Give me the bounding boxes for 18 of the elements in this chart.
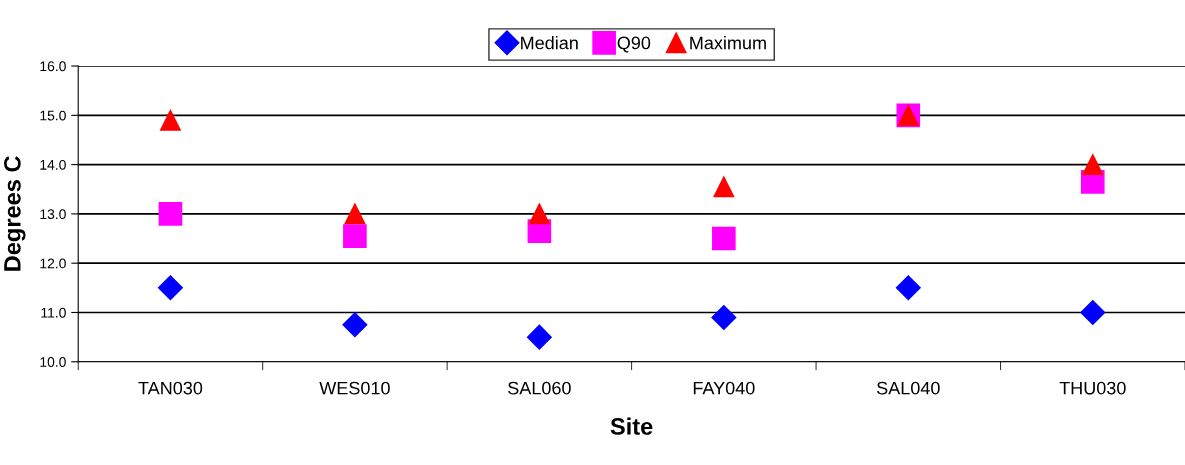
x-tick-label: TAN030 xyxy=(138,381,203,395)
x-tick-label: THU030 xyxy=(1059,381,1126,395)
legend-label: Median xyxy=(521,36,578,50)
y-tick-label: 10.0 xyxy=(40,357,66,367)
y-tick-label: 15.0 xyxy=(40,110,66,121)
y-tick-label: 12.0 xyxy=(40,258,66,269)
x-tick-label: WES010 xyxy=(319,381,390,395)
x-tick-label: SAL040 xyxy=(877,381,940,395)
x-axis-title: Site xyxy=(610,417,653,435)
y-tick-label: 13.0 xyxy=(40,209,66,220)
x-tick-label: SAL060 xyxy=(508,381,571,395)
y-tick-label: 11.0 xyxy=(41,307,66,318)
legend-label: Q90 xyxy=(617,36,651,53)
x-tick-label: FAY040 xyxy=(693,381,755,395)
y-tick-label: 14.0 xyxy=(40,159,66,170)
legend-label: Maximum xyxy=(690,36,766,50)
y-axis-title: Degrees C xyxy=(4,156,26,271)
y-tick-label: 16.0 xyxy=(40,61,66,72)
